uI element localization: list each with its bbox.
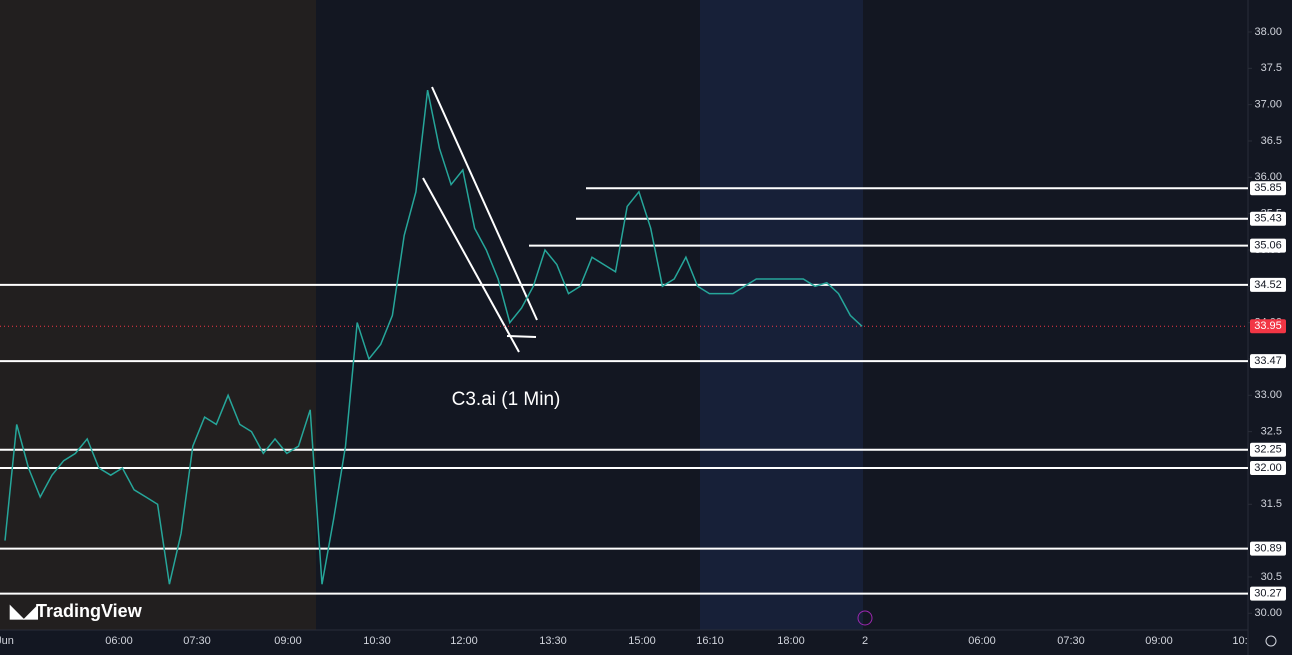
x-tick-label: 07:30 [183,635,211,647]
y-tick-label: 33.00 [1254,389,1282,401]
level-label: 30.27 [1254,588,1282,600]
level-tag [1250,277,1286,292]
y-tick-label: 37.00 [1254,99,1282,111]
logo: ◣◢ [9,601,39,621]
y-tick-label: 38.00 [1254,26,1282,38]
level-tag [1250,238,1286,253]
x-tick-label: 10: [1232,635,1247,647]
level-label: 35.85 [1254,182,1282,194]
watermark: TradingView [36,601,143,621]
x-tick-label: 13:30 [539,635,567,647]
level-label: 35.06 [1254,240,1282,252]
y-tick-label: 37.5 [1261,62,1282,74]
y-tick-label: 31.5 [1261,498,1282,510]
y-tick-label: 30.00 [1254,607,1282,619]
x-tick-label: 09:00 [1145,635,1173,647]
level-label: 32.25 [1254,444,1282,456]
price-line [4,89,863,585]
x-tick-label: 16:10 [696,635,724,647]
level-tag [1250,354,1286,369]
x-tick-label: Jun [0,635,14,647]
level-label: 35.43 [1254,213,1282,225]
level-tag [1250,586,1286,601]
afterhours-shade [700,0,863,630]
trend-line [431,86,538,321]
level-tag [1250,181,1286,196]
annotation: C3.ai (1 Min) [452,389,561,410]
level-label: 33.47 [1254,355,1282,367]
level-label: 32.00 [1254,462,1282,474]
trend-line [506,335,537,338]
y-tick-label: 36.00 [1254,171,1282,183]
x-tick-label: 10:30 [363,635,391,647]
trend-line [422,177,520,353]
level-tag [1250,442,1286,457]
last-price-tag [1250,319,1286,334]
level-tag [1250,541,1286,556]
event-icon[interactable] [857,610,873,626]
x-tick-label: 18:00 [777,635,805,647]
x-tick-label: 09:00 [274,635,302,647]
level-label: 34.52 [1254,279,1282,291]
y-tick-label: 30.5 [1261,571,1282,583]
x-tick-label: 06:00 [968,635,996,647]
x-tick-label: 15:00 [628,635,656,647]
level-tag [1250,460,1286,475]
x-tick-label: 2 [862,635,868,647]
level-tag [1250,211,1286,226]
last-price-label: 33.95 [1254,320,1282,332]
x-tick-label: 07:30 [1057,635,1085,647]
x-tick-label: 12:00 [450,635,478,647]
settings-icon[interactable] [1265,635,1277,647]
y-tick-label: 32.5 [1261,426,1282,438]
level-label: 30.89 [1254,543,1282,555]
premarket-shade [0,0,316,630]
y-tick-label: 36.5 [1261,135,1282,147]
x-tick-label: 06:00 [105,635,133,647]
